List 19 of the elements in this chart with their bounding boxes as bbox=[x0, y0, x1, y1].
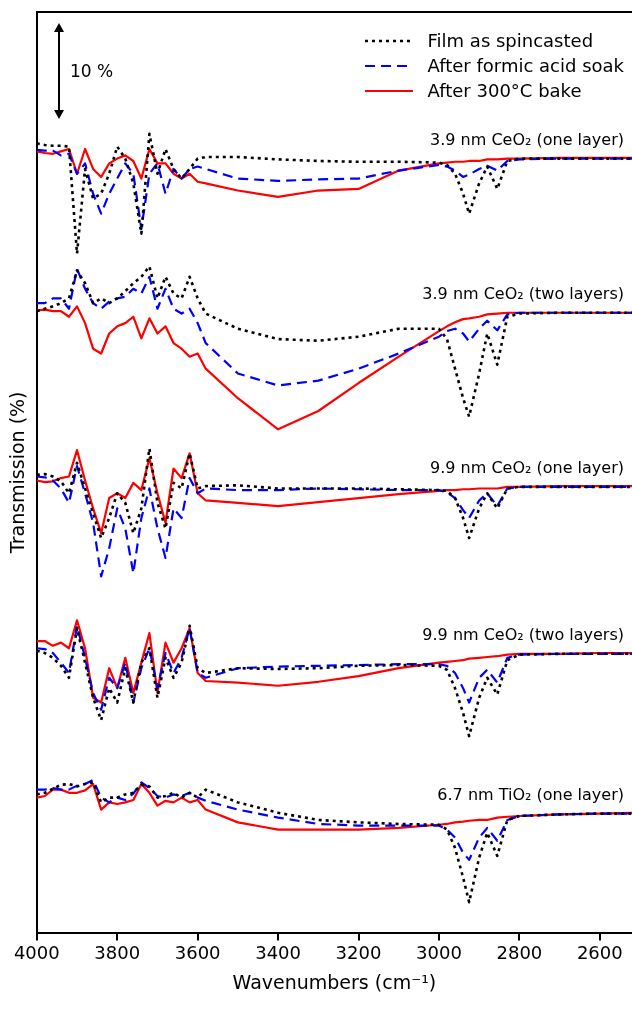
annotation: 3.9 nm CeO₂ (one layer) bbox=[430, 129, 624, 149]
x-axis-title: Wavenumbers (cm⁻¹) bbox=[232, 970, 437, 993]
x-tick-label: 3000 bbox=[416, 942, 462, 964]
text: 10 % bbox=[70, 61, 114, 81]
legend-label: After 300°C bake bbox=[427, 80, 582, 101]
legend-label: After formic acid soak bbox=[427, 55, 624, 76]
x-tick-label: 3400 bbox=[255, 942, 301, 964]
x-tick-label: 3600 bbox=[174, 942, 221, 964]
x-tick-label: 2800 bbox=[496, 942, 543, 964]
legend-label: Film as spincasted bbox=[427, 30, 594, 51]
y-axis-title: Transmission (%) bbox=[6, 391, 29, 555]
x-tick-label: 4000 bbox=[13, 942, 60, 964]
annotation: 6.7 nm TiO₂ (one layer) bbox=[437, 784, 624, 804]
x-tick-label: 3800 bbox=[94, 942, 141, 964]
x-tick-label: 3200 bbox=[335, 942, 382, 964]
annotation: 9.9 nm CeO₂ (two layers) bbox=[422, 624, 624, 644]
x-tick-label: 2600 bbox=[576, 942, 623, 964]
annotation: 3.9 nm CeO₂ (two layers) bbox=[422, 283, 624, 303]
annotation: 9.9 nm CeO₂ (one layer) bbox=[430, 458, 624, 478]
